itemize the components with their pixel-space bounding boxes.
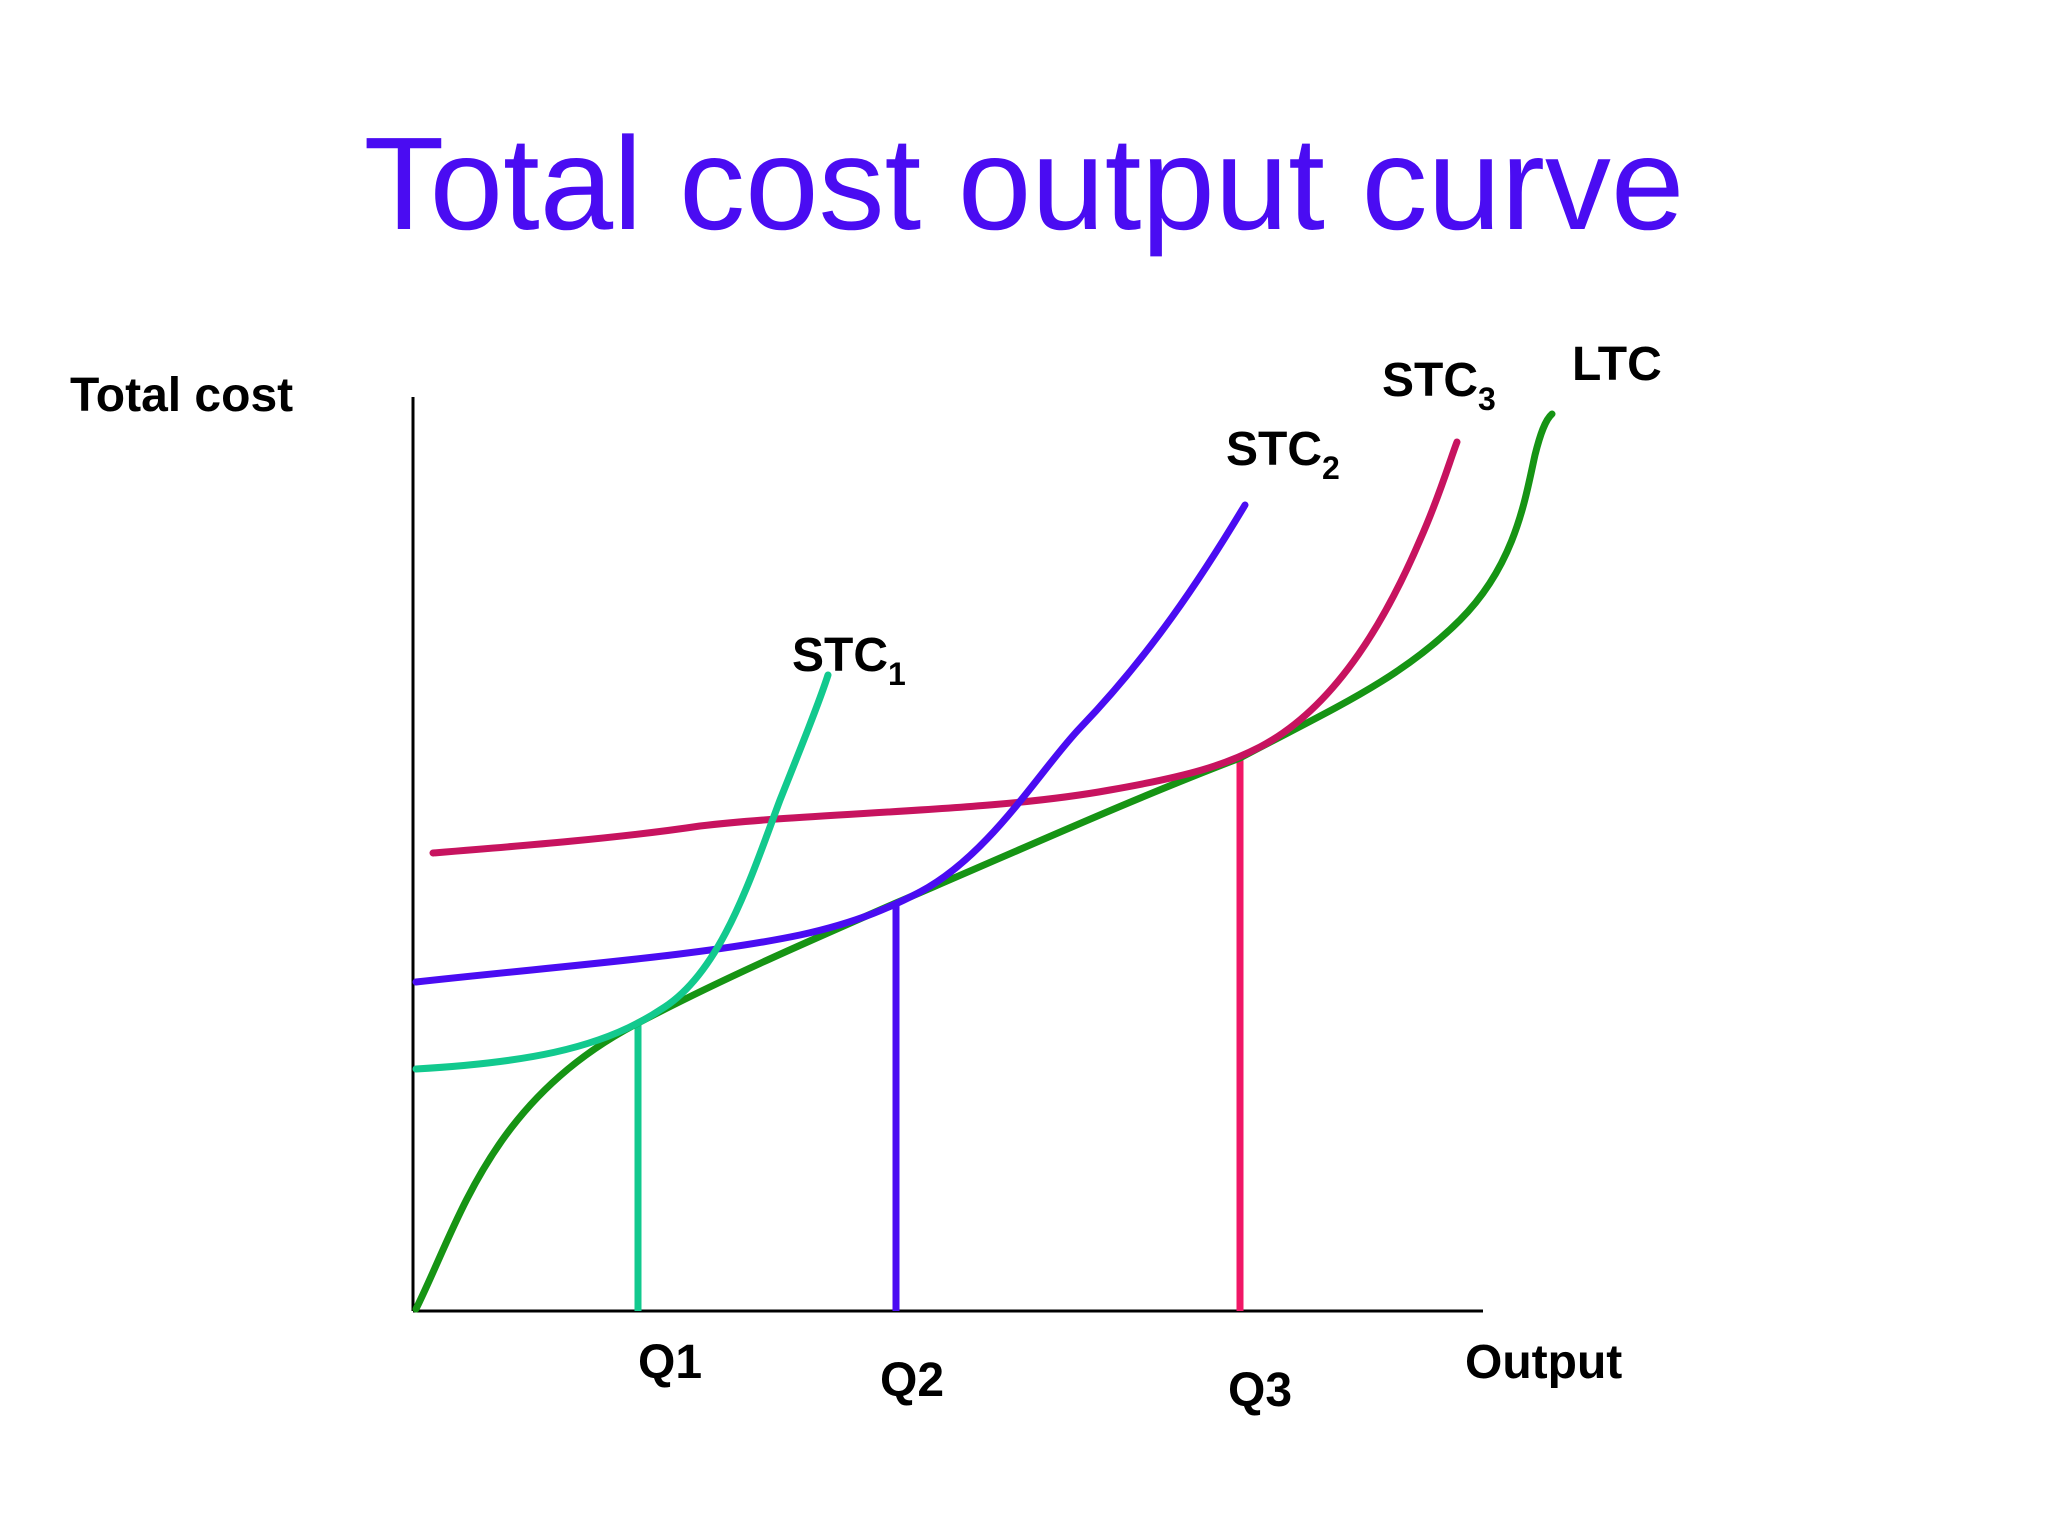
series-ltc-line: [412, 410, 1556, 1313]
series-stc3-line: [429, 438, 1461, 857]
series-label-stc3-sub: 3: [1478, 381, 1496, 417]
series-label-stc1-main: STC: [792, 629, 888, 682]
series-label-stc2: STC2: [1226, 423, 1340, 486]
series-stc1-line: [412, 671, 832, 1073]
series-label-stc3: STC3: [1382, 354, 1496, 417]
series-stc2-line: [412, 501, 1249, 986]
x-axis-label: Output: [1465, 1336, 1622, 1389]
tick-label-q2: Q2: [880, 1354, 944, 1407]
tick-label-q1: Q1: [638, 1336, 702, 1389]
series-label-stc1-sub: 1: [888, 656, 906, 692]
series-label-stc2-main: STC: [1226, 423, 1322, 476]
tick-label-q3: Q3: [1228, 1364, 1292, 1417]
series-label-ltc: LTC: [1572, 338, 1662, 391]
series-label-stc2-sub: 2: [1322, 450, 1340, 486]
y-axis-label: Total cost: [70, 369, 293, 422]
series-label-stc1: STC1: [792, 629, 906, 692]
chart-title: Total cost output curve: [363, 110, 1685, 257]
series-label-stc3-main: STC: [1382, 354, 1478, 407]
